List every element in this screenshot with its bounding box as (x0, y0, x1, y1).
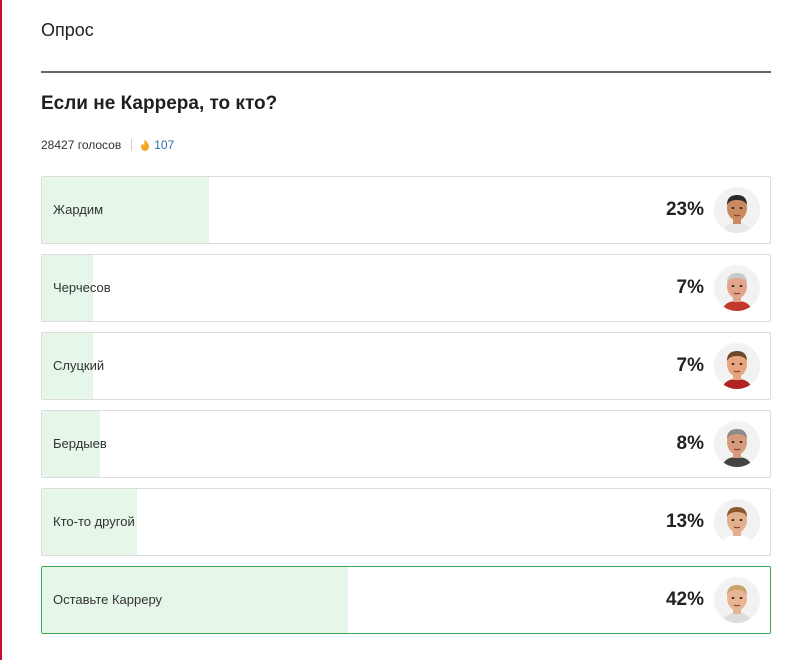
reactions-count[interactable]: 107 (154, 138, 175, 152)
avatar-berdyev (714, 421, 760, 467)
poll-option[interactable]: Черчесов 7% (41, 254, 771, 322)
votes-count: 28427 голосов (41, 138, 122, 152)
avatar-slutsky (714, 343, 760, 389)
section-title: Опрос (41, 20, 94, 40)
poll-option[interactable]: Оставьте Карреру 42% (41, 566, 771, 634)
left-accent-rule (0, 0, 2, 660)
option-label: Кто-то другой (53, 514, 135, 529)
avatar-jardim (714, 187, 760, 233)
fire-icon (141, 139, 150, 151)
option-percent: 42% (665, 589, 704, 610)
poll-meta: 28427 голосов 107 (41, 138, 174, 152)
avatar-carrera (714, 577, 760, 623)
result-bar (42, 567, 348, 633)
option-label: Слуцкий (53, 358, 105, 373)
result-bar (42, 255, 93, 321)
option-label: Бердыев (53, 436, 107, 451)
option-percent: 7% (676, 355, 704, 376)
poll-question: Если не Каррера, то кто? (41, 93, 278, 114)
poll-option[interactable]: Кто-то другой 13% (41, 488, 771, 556)
poll-option[interactable]: Жардим 23% (41, 176, 771, 244)
option-label: Оставьте Карреру (53, 592, 163, 607)
option-label: Черчесов (53, 280, 111, 295)
avatar-other (714, 499, 760, 545)
option-percent: 13% (665, 511, 704, 532)
result-bar (42, 489, 137, 555)
meta-separator (131, 139, 133, 151)
result-bar (42, 411, 101, 477)
option-percent: 8% (676, 433, 704, 454)
result-bar (42, 177, 210, 243)
result-bar (42, 333, 93, 399)
divider (41, 71, 771, 73)
poll-option[interactable]: Слуцкий 7% (41, 332, 771, 400)
avatar-cherchesov (714, 265, 760, 311)
option-label: Жардим (53, 202, 104, 217)
option-percent: 7% (676, 277, 704, 298)
option-percent: 23% (665, 199, 704, 220)
poll-option[interactable]: Бердыев 8% (41, 410, 771, 478)
poll-options: Жардим 23% Черчесов 7% Слуцкий 7% Бердыев 8% Кто… (41, 176, 771, 644)
